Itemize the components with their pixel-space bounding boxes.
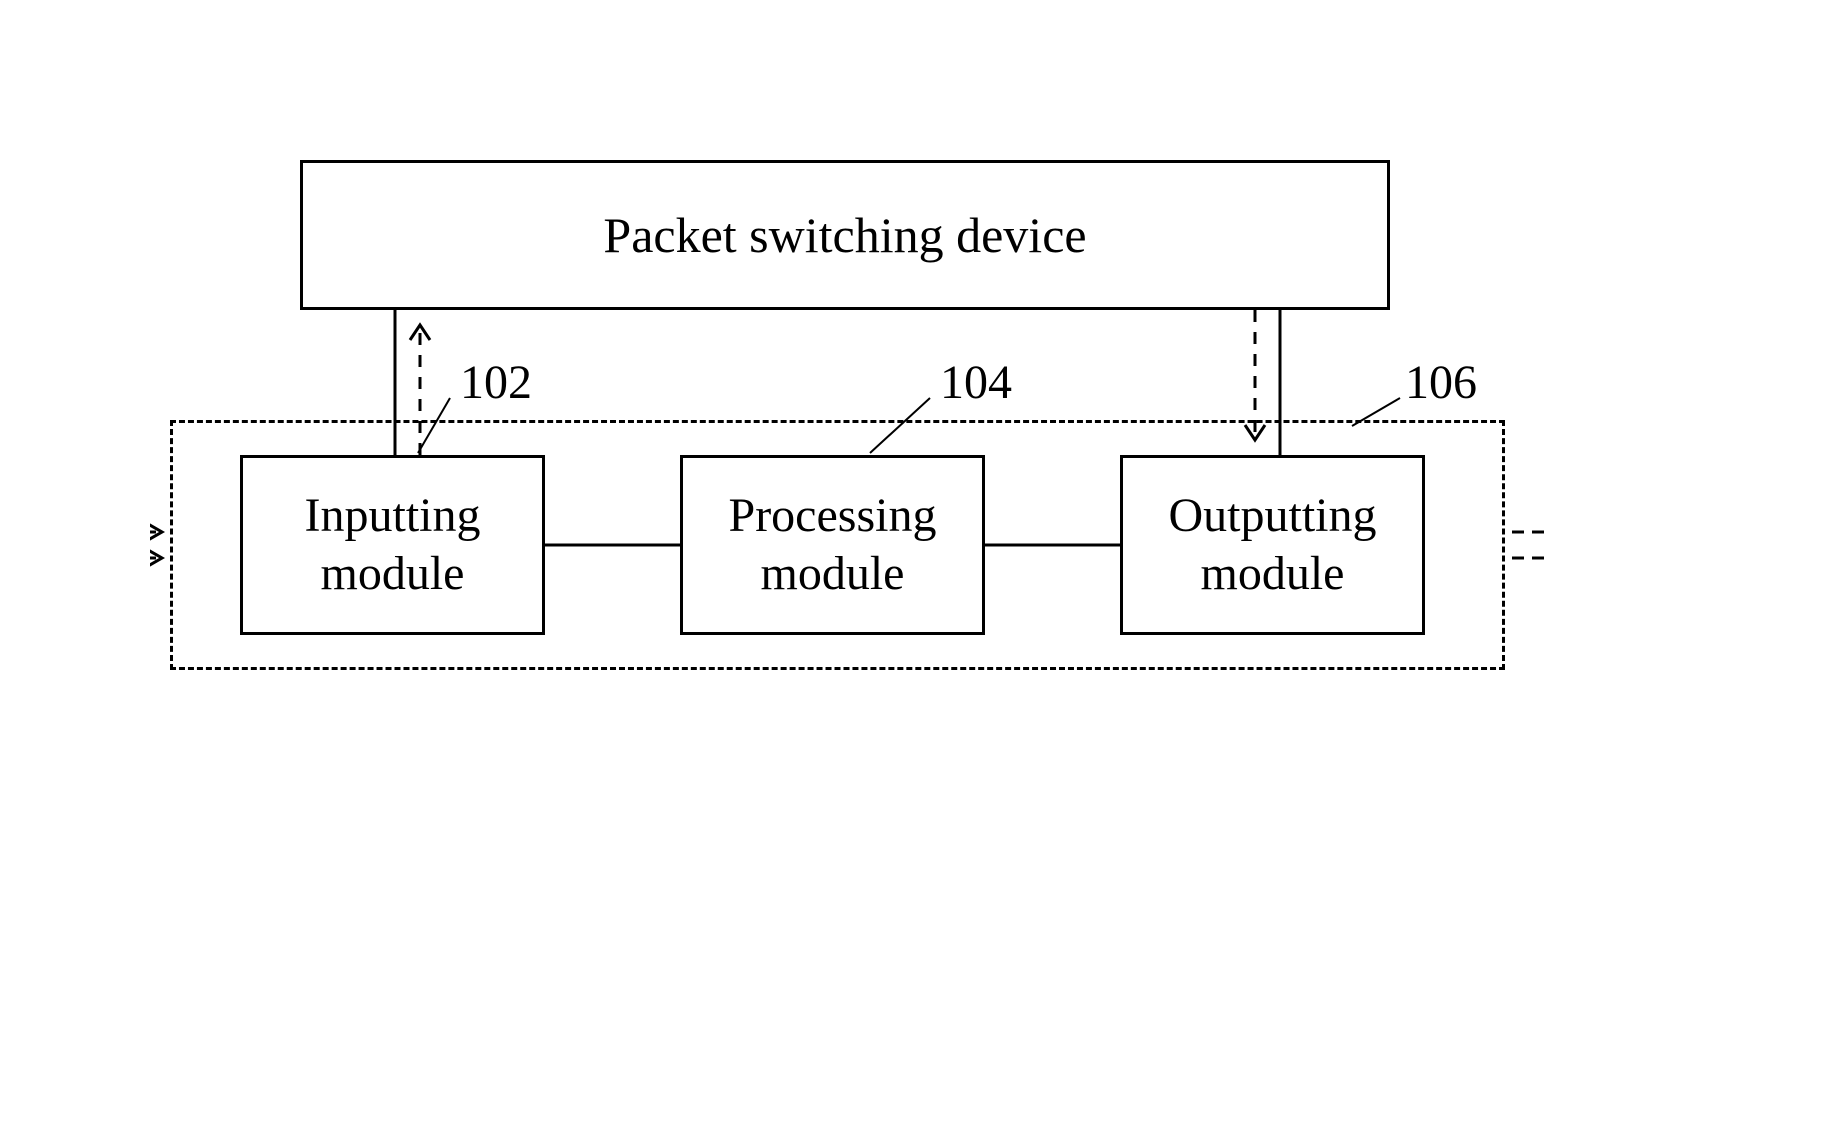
processing-module-label: Processing module [729,487,937,602]
block-diagram: Packet switching device Inputting module… [150,160,1550,860]
outputting-module-box: Outputting module [1120,455,1425,635]
packet-switching-device-box: Packet switching device [300,160,1390,310]
ref-106: 106 [1405,355,1477,410]
top-box-label: Packet switching device [603,206,1086,264]
outputting-module-label: Outputting module [1168,487,1376,602]
ref-104: 104 [940,355,1012,410]
inputting-module-box: Inputting module [240,455,545,635]
processing-module-box: Processing module [680,455,985,635]
inputting-module-label: Inputting module [305,487,481,602]
ref-102: 102 [460,355,532,410]
